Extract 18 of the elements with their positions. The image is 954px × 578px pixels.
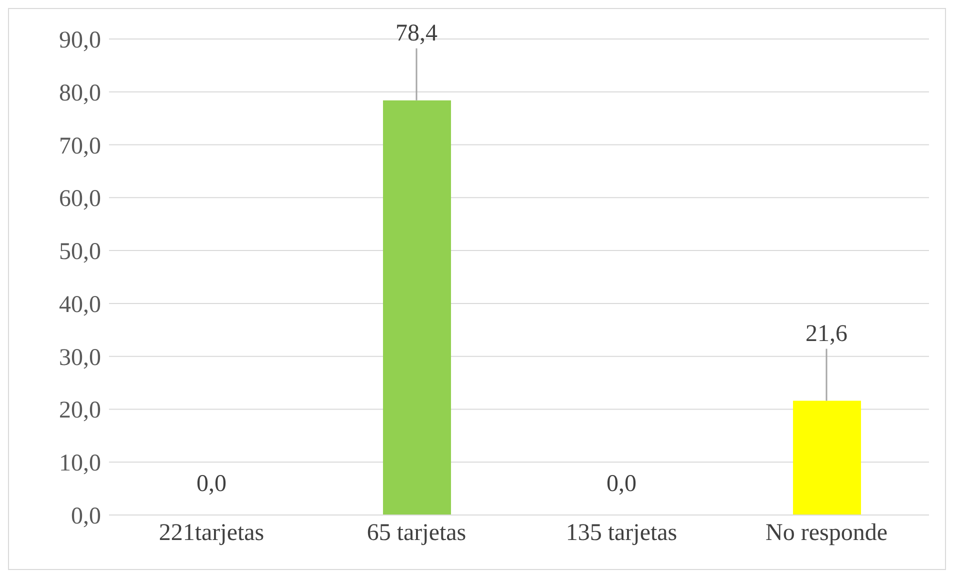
y-tick-label: 40,0 (59, 292, 101, 318)
x-tick-label: No responde (766, 520, 888, 546)
data-label: 78,4 (396, 20, 438, 46)
y-tick-label: 30,0 (59, 344, 101, 371)
y-tick-label: 20,0 (59, 398, 101, 424)
y-tick-label: 0,0 (71, 504, 101, 530)
y-tick-label: 50,0 (59, 239, 101, 266)
y-tick-label: 10,0 (59, 450, 101, 477)
y-tick-label: 80,0 (59, 80, 101, 106)
data-label: 0,0 (196, 471, 226, 497)
data-label: 0,0 (606, 471, 636, 497)
data-label: 21,6 (806, 320, 848, 347)
y-tick-label: 90,0 (59, 28, 101, 54)
x-tick-label: 65 tarjetas (366, 520, 466, 546)
x-tick-label: 135 tarjetas (566, 520, 678, 546)
y-tick-label: 60,0 (59, 186, 101, 212)
y-tick-label: 70,0 (59, 133, 101, 160)
x-tick-label: 221tarjetas (158, 520, 264, 546)
